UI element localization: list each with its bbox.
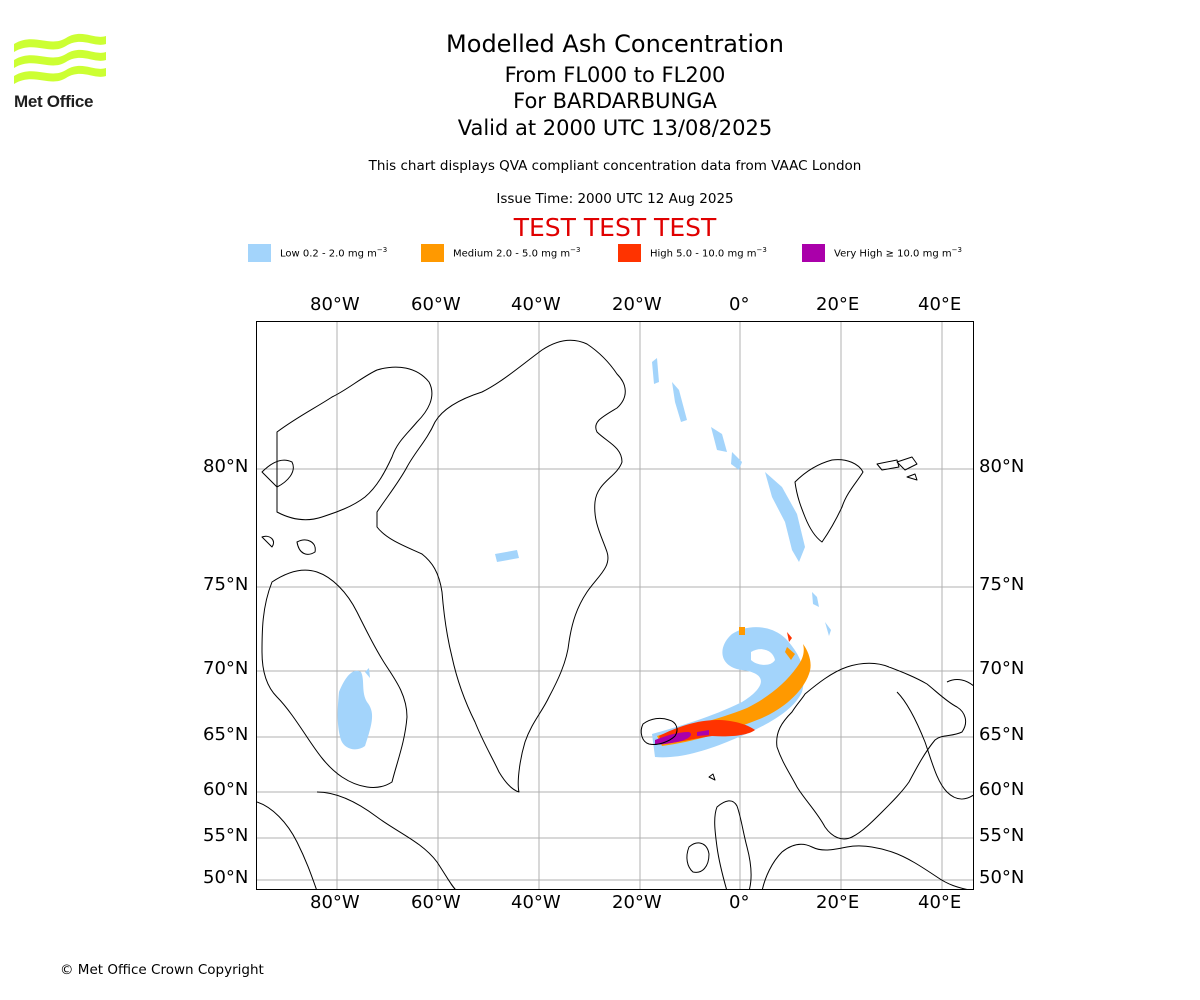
coastlines bbox=[257, 339, 973, 889]
lat-label-right-75n: 75°N bbox=[979, 574, 1025, 595]
coast-labrador bbox=[316, 791, 456, 889]
test-banner: TEST TEST TEST bbox=[513, 213, 717, 242]
ash-low-area bbox=[337, 358, 831, 758]
lat-label-left-50n: 50°N bbox=[203, 867, 249, 888]
coast-ireland bbox=[686, 842, 710, 873]
met-office-logo bbox=[14, 33, 106, 84]
lat-label-left-70n: 70°N bbox=[203, 658, 249, 679]
concentration-legend: Low 0.2 - 2.0 mg m−3 Medium 2.0 - 5.0 mg… bbox=[0, 244, 1200, 264]
lon-label-bottom-20e: 20°E bbox=[816, 892, 860, 913]
lon-label-bottom-40e: 40°E bbox=[918, 892, 962, 913]
lon-label-top-80w: 80°W bbox=[310, 294, 360, 315]
coast-greenland bbox=[376, 339, 626, 793]
coast-canada-north bbox=[276, 366, 433, 521]
coast-svalbard-east bbox=[876, 459, 918, 481]
issue-time: Issue Time: 2000 UTC 12 Aug 2025 bbox=[496, 191, 734, 207]
lon-label-bottom-60w: 60°W bbox=[411, 892, 461, 913]
coast-novaya bbox=[946, 679, 973, 687]
coast-scandinavia bbox=[776, 662, 967, 840]
legend-label-high: High 5.0 - 10.0 mg m−3 bbox=[650, 246, 767, 260]
coast-svalbard bbox=[794, 459, 864, 543]
lat-label-left-60n: 60°N bbox=[203, 779, 249, 800]
chart-title: Modelled Ash Concentration bbox=[446, 30, 784, 58]
lon-label-bottom-80w: 80°W bbox=[310, 892, 360, 913]
lon-label-top-40w: 40°W bbox=[511, 294, 561, 315]
coast-hudson bbox=[257, 801, 317, 889]
legend-swatch-medium bbox=[421, 244, 444, 262]
copyright-notice: © Met Office Crown Copyright bbox=[60, 962, 264, 978]
ash-plume-gap bbox=[751, 649, 775, 665]
coast-europe bbox=[761, 843, 968, 889]
lon-label-top-20e: 20°E bbox=[816, 294, 860, 315]
lon-label-bottom-40w: 40°W bbox=[511, 892, 561, 913]
valid-time: Valid at 2000 UTC 13/08/2025 bbox=[457, 116, 773, 140]
map-canvas bbox=[257, 322, 973, 889]
legend-swatch-high bbox=[618, 244, 641, 262]
legend-swatch-very-high bbox=[802, 244, 825, 262]
met-office-logo-text: Met Office bbox=[14, 92, 94, 111]
coast-iceland bbox=[640, 717, 678, 745]
coast-baffin bbox=[261, 569, 408, 788]
coast-finland-russia bbox=[896, 691, 973, 800]
lat-label-right-55n: 55°N bbox=[979, 825, 1025, 846]
lat-label-right-80n: 80°N bbox=[979, 456, 1025, 477]
legend-label-low: Low 0.2 - 2.0 mg m−3 bbox=[280, 246, 388, 260]
lat-label-right-50n: 50°N bbox=[979, 867, 1025, 888]
flight-level-range: From FL000 to FL200 bbox=[504, 63, 726, 87]
coast-franz-josef bbox=[896, 456, 918, 471]
volcano-name: For BARDARBUNGA bbox=[513, 89, 717, 113]
lat-label-left-75n: 75°N bbox=[203, 574, 249, 595]
gridlines bbox=[257, 322, 973, 889]
lat-label-right-70n: 70°N bbox=[979, 658, 1025, 679]
coast-britain bbox=[714, 800, 752, 889]
lat-label-left-80n: 80°N bbox=[203, 456, 249, 477]
lon-label-top-60w: 60°W bbox=[411, 294, 461, 315]
lon-label-top-40e: 40°E bbox=[918, 294, 962, 315]
lat-label-right-60n: 60°N bbox=[979, 779, 1025, 800]
legend-label-very-high: Very High ≥ 10.0 mg m−3 bbox=[834, 246, 962, 260]
lat-label-right-65n: 65°N bbox=[979, 724, 1025, 745]
map-panel bbox=[256, 321, 974, 890]
lon-label-top-0: 0° bbox=[729, 294, 750, 315]
lat-label-left-65n: 65°N bbox=[203, 724, 249, 745]
lon-label-top-20w: 20°W bbox=[612, 294, 662, 315]
legend-swatch-low bbox=[248, 244, 271, 262]
lat-label-left-55n: 55°N bbox=[203, 825, 249, 846]
coast-faroe bbox=[708, 773, 716, 781]
lon-label-bottom-0: 0° bbox=[729, 892, 750, 913]
lon-label-bottom-20w: 20°W bbox=[612, 892, 662, 913]
qva-note: This chart displays QVA compliant concen… bbox=[368, 158, 862, 174]
legend-label-medium: Medium 2.0 - 5.0 mg m−3 bbox=[453, 246, 581, 260]
coast-ellesmere-islands bbox=[261, 459, 316, 555]
